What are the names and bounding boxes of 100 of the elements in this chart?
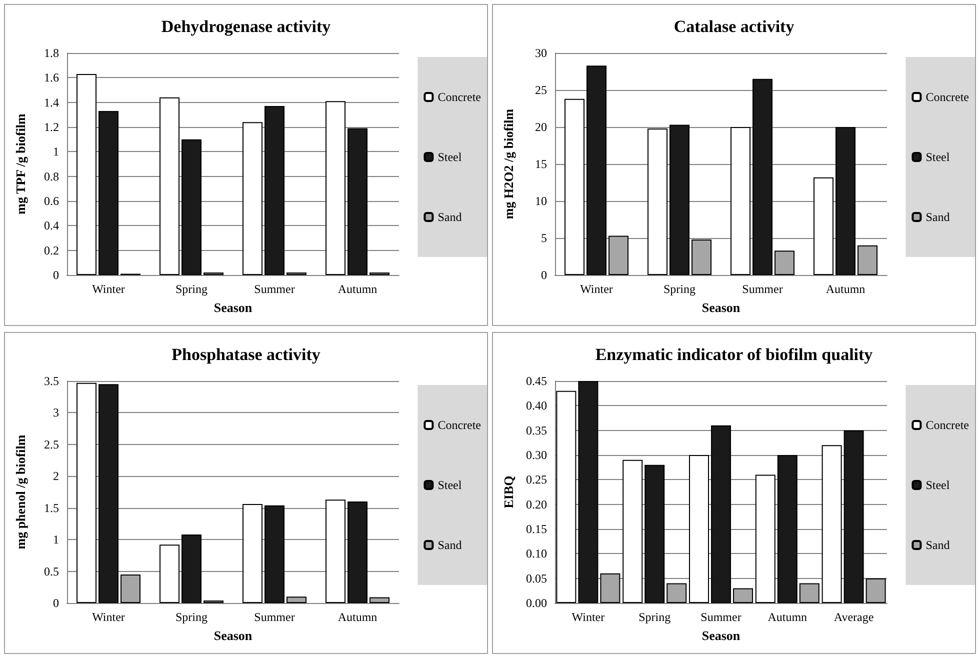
bar <box>76 382 96 603</box>
y-tick-label: 0.2 <box>44 243 59 258</box>
y-tick-label: 30 <box>535 46 547 60</box>
bar <box>564 98 584 275</box>
bar <box>689 455 709 603</box>
x-tick-label: Winter <box>580 282 613 296</box>
x-tick-label: Winter <box>92 610 125 624</box>
bar <box>264 106 284 275</box>
y-tick-label: 0.8 <box>44 169 59 184</box>
bar <box>600 573 620 603</box>
legend-label: Steel <box>926 150 950 164</box>
x-tick-label: Summer <box>742 282 783 296</box>
y-tick-label: 0.00 <box>526 596 547 610</box>
y-tick-label: 0.20 <box>526 497 547 512</box>
legend-label: Sand <box>438 210 462 224</box>
y-tick-label: 25 <box>535 83 547 97</box>
y-axis-title: mg phenol /g biofilm <box>13 434 28 550</box>
bar <box>326 500 346 603</box>
x-tick-label: Autumn <box>768 610 808 624</box>
legend-label: Steel <box>438 478 462 492</box>
chart-title: Catalase activity <box>674 17 795 36</box>
x-tick-label: Autumn <box>826 282 866 296</box>
y-tick-label: 1.4 <box>44 95 59 110</box>
y-tick-label: 0 <box>53 268 59 282</box>
bar <box>777 455 798 603</box>
y-tick-label: 0.35 <box>526 423 547 438</box>
bar <box>348 502 368 603</box>
x-tick-label: Spring <box>175 610 208 624</box>
x-tick-label: Spring <box>175 282 208 296</box>
y-tick-label: 2.5 <box>44 437 59 452</box>
bar <box>822 445 842 603</box>
bar <box>98 110 118 275</box>
legend-label: Sand <box>926 538 950 552</box>
y-tick-label: 5 <box>541 231 547 245</box>
legend-label: Sand <box>926 210 950 224</box>
bar <box>556 390 576 603</box>
y-tick-label: 0.30 <box>526 448 547 462</box>
legend-label: Steel <box>926 478 950 492</box>
bar <box>755 474 776 603</box>
x-tick-label: Spring <box>663 282 696 296</box>
bar <box>160 97 180 275</box>
bar <box>264 505 284 603</box>
bar <box>844 430 864 603</box>
bar <box>644 464 665 603</box>
bar <box>348 128 368 275</box>
y-tick-label: 1 <box>53 532 59 547</box>
bar <box>730 127 750 275</box>
legend-label: Sand <box>438 538 462 552</box>
x-tick-label: Summer <box>254 610 295 624</box>
chart-title: Dehydrogenase activity <box>161 17 332 36</box>
legend-label: Steel <box>438 150 462 164</box>
bar <box>670 124 690 275</box>
bar <box>182 534 202 603</box>
y-tick-label: 0.15 <box>526 522 547 536</box>
y-tick-label: 0.6 <box>44 194 59 208</box>
bar <box>98 384 118 603</box>
y-axis-title: EIBQ <box>501 476 516 508</box>
bar <box>666 583 687 603</box>
y-tick-label: 0 <box>53 596 59 610</box>
y-tick-label: 3.5 <box>44 374 59 388</box>
y-tick-label: 15 <box>535 157 547 171</box>
bar <box>836 127 856 275</box>
bar <box>866 578 886 603</box>
bar <box>622 460 643 603</box>
y-tick-label: 1.8 <box>44 46 59 60</box>
y-tick-label: 0.05 <box>526 571 547 586</box>
x-tick-label: Winter <box>572 610 605 624</box>
y-tick-label: 1.5 <box>44 500 59 515</box>
x-tick-label: Winter <box>92 282 125 296</box>
y-tick-label: 20 <box>535 120 547 134</box>
y-tick-label: 0.4 <box>44 218 59 233</box>
chart-title: Enzymatic indicator of biofilm quality <box>595 345 874 364</box>
x-tick-label: Average <box>834 610 874 624</box>
bar <box>370 597 390 603</box>
bar <box>711 425 731 603</box>
bar <box>160 544 180 603</box>
bar <box>608 236 628 275</box>
bar <box>774 250 794 275</box>
bar <box>692 239 712 275</box>
x-tick-label: Spring <box>638 610 671 624</box>
legend-label: Concrete <box>926 90 969 104</box>
x-tick-label: Summer <box>254 282 295 296</box>
y-tick-label: 0.40 <box>526 398 547 413</box>
bar <box>242 504 262 603</box>
y-tick-label: 0.25 <box>526 472 547 487</box>
bar <box>586 66 606 275</box>
legend-label: Concrete <box>438 418 481 432</box>
bar <box>76 74 96 275</box>
chart-title: Phosphatase activity <box>172 345 321 364</box>
bar <box>182 139 202 275</box>
y-tick-label: 3 <box>53 406 59 420</box>
bar <box>799 583 820 603</box>
y-tick-label: 10 <box>535 194 547 208</box>
y-tick-label: 0.45 <box>526 374 547 388</box>
y-tick-label: 0.5 <box>44 564 59 578</box>
y-tick-label: 1.6 <box>44 70 59 85</box>
y-axis-title: mg H2O2 /g biofilm <box>501 108 516 220</box>
y-tick-label: 1 <box>53 144 59 159</box>
legend-label: Concrete <box>926 418 969 432</box>
bar <box>648 128 668 275</box>
